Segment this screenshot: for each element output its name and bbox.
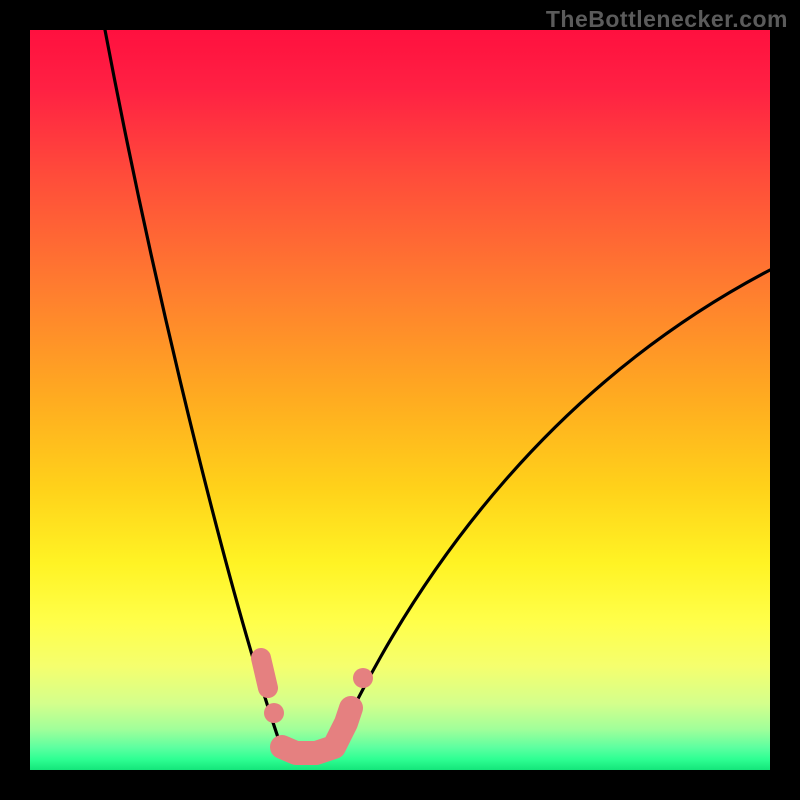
marker-left-pair	[261, 658, 268, 688]
marker-dot-right	[353, 668, 373, 688]
plot-background	[30, 30, 770, 770]
chart-container: TheBottlenecker.com	[0, 0, 800, 800]
marker-dot	[264, 703, 284, 723]
chart-svg	[0, 0, 800, 800]
